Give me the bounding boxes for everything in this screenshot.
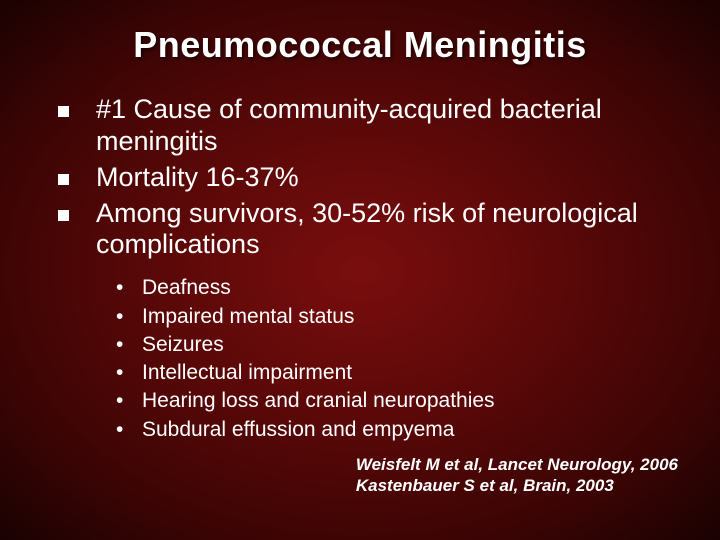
list-item: • Impaired mental status [116, 304, 680, 330]
dot-bullet-icon: • [116, 304, 123, 330]
slide: Pneumococcal Meningitis #1 Cause of comm… [0, 0, 720, 540]
list-item: • Intellectual impairment [116, 360, 680, 386]
slide-title: Pneumococcal Meningitis [40, 24, 680, 66]
list-item: • Hearing loss and cranial neuropathies [116, 388, 680, 414]
list-item-text: Seizures [142, 333, 224, 356]
dot-bullet-icon: • [116, 388, 123, 414]
dot-bullet-icon: • [116, 275, 123, 301]
list-item: Among survivors, 30-52% risk of neurolog… [58, 198, 680, 262]
references: Weisfelt M et al, Lancet Neurology, 2006… [356, 454, 678, 497]
reference-line: Weisfelt M et al, Lancet Neurology, 2006 [356, 454, 678, 475]
square-bullet-icon [58, 210, 69, 221]
dot-bullet-icon: • [116, 360, 123, 386]
list-item: • Subdural effussion and empyema [116, 417, 680, 443]
list-item-text: Among survivors, 30-52% risk of neurolog… [96, 198, 638, 260]
list-item: • Seizures [116, 332, 680, 358]
list-item-text: #1 Cause of community-acquired bacterial… [96, 94, 602, 156]
dot-bullet-icon: • [116, 417, 123, 443]
main-bullet-list: #1 Cause of community-acquired bacterial… [58, 94, 680, 261]
list-item-text: Intellectual impairment [142, 361, 352, 384]
list-item: Mortality 16-37% [58, 162, 680, 194]
list-item-text: Impaired mental status [142, 305, 354, 328]
list-item: • Deafness [116, 275, 680, 301]
square-bullet-icon [58, 174, 69, 185]
square-bullet-icon [58, 106, 69, 117]
list-item: #1 Cause of community-acquired bacterial… [58, 94, 680, 158]
list-item-text: Subdural effussion and empyema [142, 418, 454, 441]
list-item-text: Hearing loss and cranial neuropathies [142, 389, 495, 412]
list-item-text: Mortality 16-37% [96, 162, 299, 192]
sub-bullet-list: • Deafness • Impaired mental status • Se… [116, 275, 680, 443]
reference-line: Kastenbauer S et al, Brain, 2003 [356, 475, 678, 496]
list-item-text: Deafness [142, 276, 231, 299]
dot-bullet-icon: • [116, 332, 123, 358]
